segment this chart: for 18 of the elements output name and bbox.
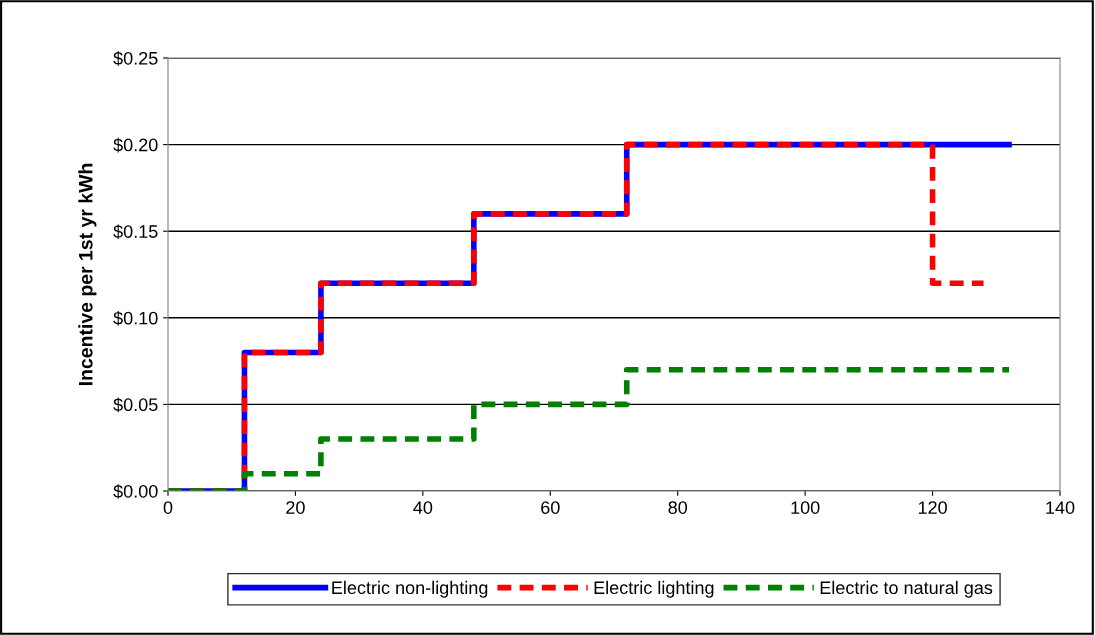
x-tick-label: 120	[918, 501, 947, 514]
y-tick-label: $0.25	[113, 51, 158, 66]
legend-label: Electric to natural gas	[820, 580, 993, 598]
legend-label: Electric non-lighting	[332, 580, 488, 598]
y-tick-label: $0.10	[113, 310, 158, 326]
y-axis-title: Incentive per 1st yr kWh	[78, 163, 97, 386]
x-tick-label: 80	[668, 501, 688, 514]
x-tick-label: 60	[541, 501, 560, 514]
y-tick-label: $0.20	[113, 137, 158, 153]
y-tick-label: $0.05	[113, 397, 158, 413]
x-tick-label: 20	[286, 501, 305, 514]
y-tick-label: $0.15	[113, 224, 158, 239]
y-tick-label: $0.00	[113, 484, 158, 499]
x-tick-label: 0	[163, 501, 173, 514]
x-tick-label: 140	[1046, 501, 1075, 514]
x-tick-label: 100	[791, 501, 820, 514]
legend-label: Electric lighting	[594, 580, 714, 598]
x-tick-label: 40	[413, 501, 433, 514]
